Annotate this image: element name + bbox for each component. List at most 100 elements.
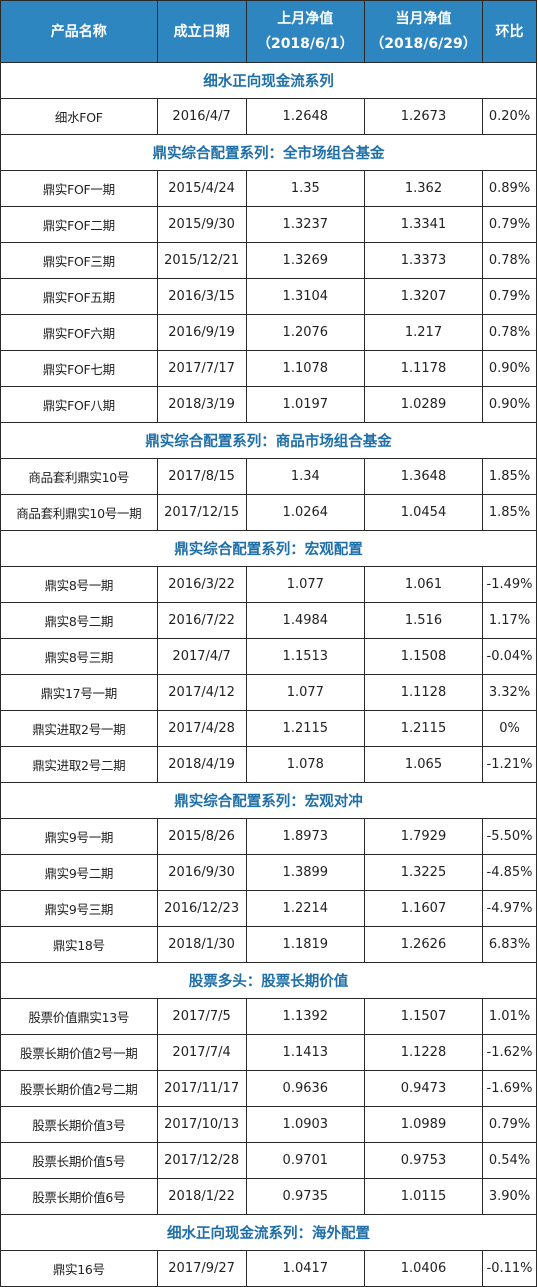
cell-change: 0.79% [482,278,537,315]
cell-inception-date: 2017/7/17 [156,350,247,387]
cell-product-name: 鼎实9号一期 [0,818,158,855]
cell-product-name: 鼎实9号三期 [0,890,158,927]
cell-curr-nav: 1.2115 [363,710,484,747]
cell-product-name: 鼎实18号 [0,926,158,963]
cell-curr-nav: 1.217 [363,314,484,351]
cell-prev-nav: 1.34 [245,458,365,495]
section-title: 鼎实综合配置系列：宏观对冲 [0,782,537,819]
cell-product-name: 股票长期价值5号 [0,1142,158,1179]
cell-change: 6.83% [482,926,537,963]
cell-curr-nav: 1.3225 [363,854,484,891]
cell-product-name: 股票长期价值2号二期 [0,1070,158,1107]
cell-inception-date: 2018/4/19 [156,746,247,783]
section-title: 鼎实综合配置系列：宏观配置 [0,530,537,567]
cell-curr-nav: 1.1228 [363,1034,484,1071]
cell-curr-nav: 1.0289 [363,386,484,423]
cell-inception-date: 2017/12/28 [156,1142,247,1179]
cell-product-name: 鼎实FOF三期 [0,242,158,279]
section-title: 鼎实综合配置系列：全市场组合基金 [0,134,537,171]
table-row: 鼎实FOF三期 2015/12/21 1.3269 1.3373 0.78% [0,242,537,279]
cell-prev-nav: 1.0264 [245,494,365,531]
cell-inception-date: 2016/4/7 [156,98,247,135]
cell-curr-nav: 1.0406 [363,1250,484,1287]
cell-change: 1.17% [482,602,537,639]
cell-inception-date: 2015/4/24 [156,170,247,207]
section-row: 细水正向现金流系列：海外配置 [0,1214,537,1251]
header-change: 环比 [482,0,537,63]
cell-change: 1.85% [482,458,537,495]
cell-inception-date: 2016/9/30 [156,854,247,891]
cell-curr-nav: 1.065 [363,746,484,783]
cell-inception-date: 2017/9/27 [156,1250,247,1287]
cell-curr-nav: 1.3341 [363,206,484,243]
cell-product-name: 鼎实9号二期 [0,854,158,891]
table-row: 细水FOF 2016/4/7 1.2648 1.2673 0.20% [0,98,537,135]
cell-prev-nav: 1.1392 [245,998,365,1035]
table-row: 鼎实进取2号二期 2018/4/19 1.078 1.065 -1.21% [0,746,537,783]
cell-change: -1.21% [482,746,537,783]
cell-curr-nav: 1.2673 [363,98,484,135]
cell-inception-date: 2017/8/15 [156,458,247,495]
cell-product-name: 鼎实FOF二期 [0,206,158,243]
cell-prev-nav: 1.1513 [245,638,365,675]
cell-change: 3.32% [482,674,537,711]
cell-inception-date: 2016/9/19 [156,314,247,351]
cell-prev-nav: 1.077 [245,566,365,603]
section-row: 鼎实综合配置系列：宏观对冲 [0,782,537,819]
table-row: 鼎实FOF七期 2017/7/17 1.1078 1.1178 0.90% [0,350,537,387]
cell-product-name: 股票长期价值2号一期 [0,1034,158,1071]
cell-prev-nav: 1.1819 [245,926,365,963]
cell-curr-nav: 1.1128 [363,674,484,711]
table-row: 鼎实8号三期 2017/4/7 1.1513 1.1508 -0.04% [0,638,537,675]
cell-prev-nav: 0.9701 [245,1142,365,1179]
cell-curr-nav: 1.0115 [363,1178,484,1215]
cell-curr-nav: 1.3373 [363,242,484,279]
cell-change: 0.89% [482,170,537,207]
table-row: 商品套利鼎实10号一期 2017/12/15 1.0264 1.0454 1.85% [0,494,537,531]
cell-curr-nav: 1.3207 [363,278,484,315]
cell-prev-nav: 1.2648 [245,98,365,135]
cell-product-name: 鼎实进取2号一期 [0,710,158,747]
cell-inception-date: 2016/3/22 [156,566,247,603]
cell-prev-nav: 1.4984 [245,602,365,639]
section-row: 股票多头：股票长期价值 [0,962,537,999]
table-row: 股票价值鼎实13号 2017/7/5 1.1392 1.1507 1.01% [0,998,537,1035]
cell-change: 0.79% [482,1106,537,1143]
cell-prev-nav: 1.3899 [245,854,365,891]
section-row: 鼎实综合配置系列：宏观配置 [0,530,537,567]
section-title: 鼎实综合配置系列：商品市场组合基金 [0,422,537,459]
cell-change: -5.50% [482,818,537,855]
table-row: 鼎实8号二期 2016/7/22 1.4984 1.516 1.17% [0,602,537,639]
header-row: 产品名称 成立日期 上月净值 （2018/6/1） 当月净值 （2018/6/2… [0,0,537,63]
cell-product-name: 商品套利鼎实10号 [0,458,158,495]
table-row: 股票长期价值6号 2018/1/22 0.9735 1.0115 3.90% [0,1178,537,1215]
cell-change: 1.85% [482,494,537,531]
cell-inception-date: 2015/8/26 [156,818,247,855]
table-row: 股票长期价值3号 2017/10/13 1.0903 1.0989 0.79% [0,1106,537,1143]
cell-prev-nav: 1.0197 [245,386,365,423]
cell-inception-date: 2016/12/23 [156,890,247,927]
cell-inception-date: 2017/10/13 [156,1106,247,1143]
table-row: 鼎实16号 2017/9/27 1.0417 1.0406 -0.11% [0,1250,537,1287]
cell-curr-nav: 1.2626 [363,926,484,963]
cell-prev-nav: 1.2076 [245,314,365,351]
cell-prev-nav: 1.1078 [245,350,365,387]
cell-prev-nav: 1.8973 [245,818,365,855]
cell-prev-nav: 0.9735 [245,1178,365,1215]
header-curr-nav-label: 当月净值 [395,10,452,27]
section-row: 鼎实综合配置系列：商品市场组合基金 [0,422,537,459]
cell-curr-nav: 1.362 [363,170,484,207]
section-row: 鼎实综合配置系列：全市场组合基金 [0,134,537,171]
cell-change: -4.97% [482,890,537,927]
cell-curr-nav: 1.7929 [363,818,484,855]
cell-change: -0.11% [482,1250,537,1287]
header-curr-nav: 当月净值 （2018/6/29） [363,0,484,63]
cell-curr-nav: 1.1607 [363,890,484,927]
cell-curr-nav: 1.0989 [363,1106,484,1143]
cell-change: 0.79% [482,206,537,243]
cell-change: 3.90% [482,1178,537,1215]
table-row: 股票长期价值2号二期 2017/11/17 0.9636 0.9473 -1.69% [0,1070,537,1107]
cell-product-name: 鼎实17号一期 [0,674,158,711]
table-row: 鼎实FOF一期 2015/4/24 1.35 1.362 0.89% [0,170,537,207]
